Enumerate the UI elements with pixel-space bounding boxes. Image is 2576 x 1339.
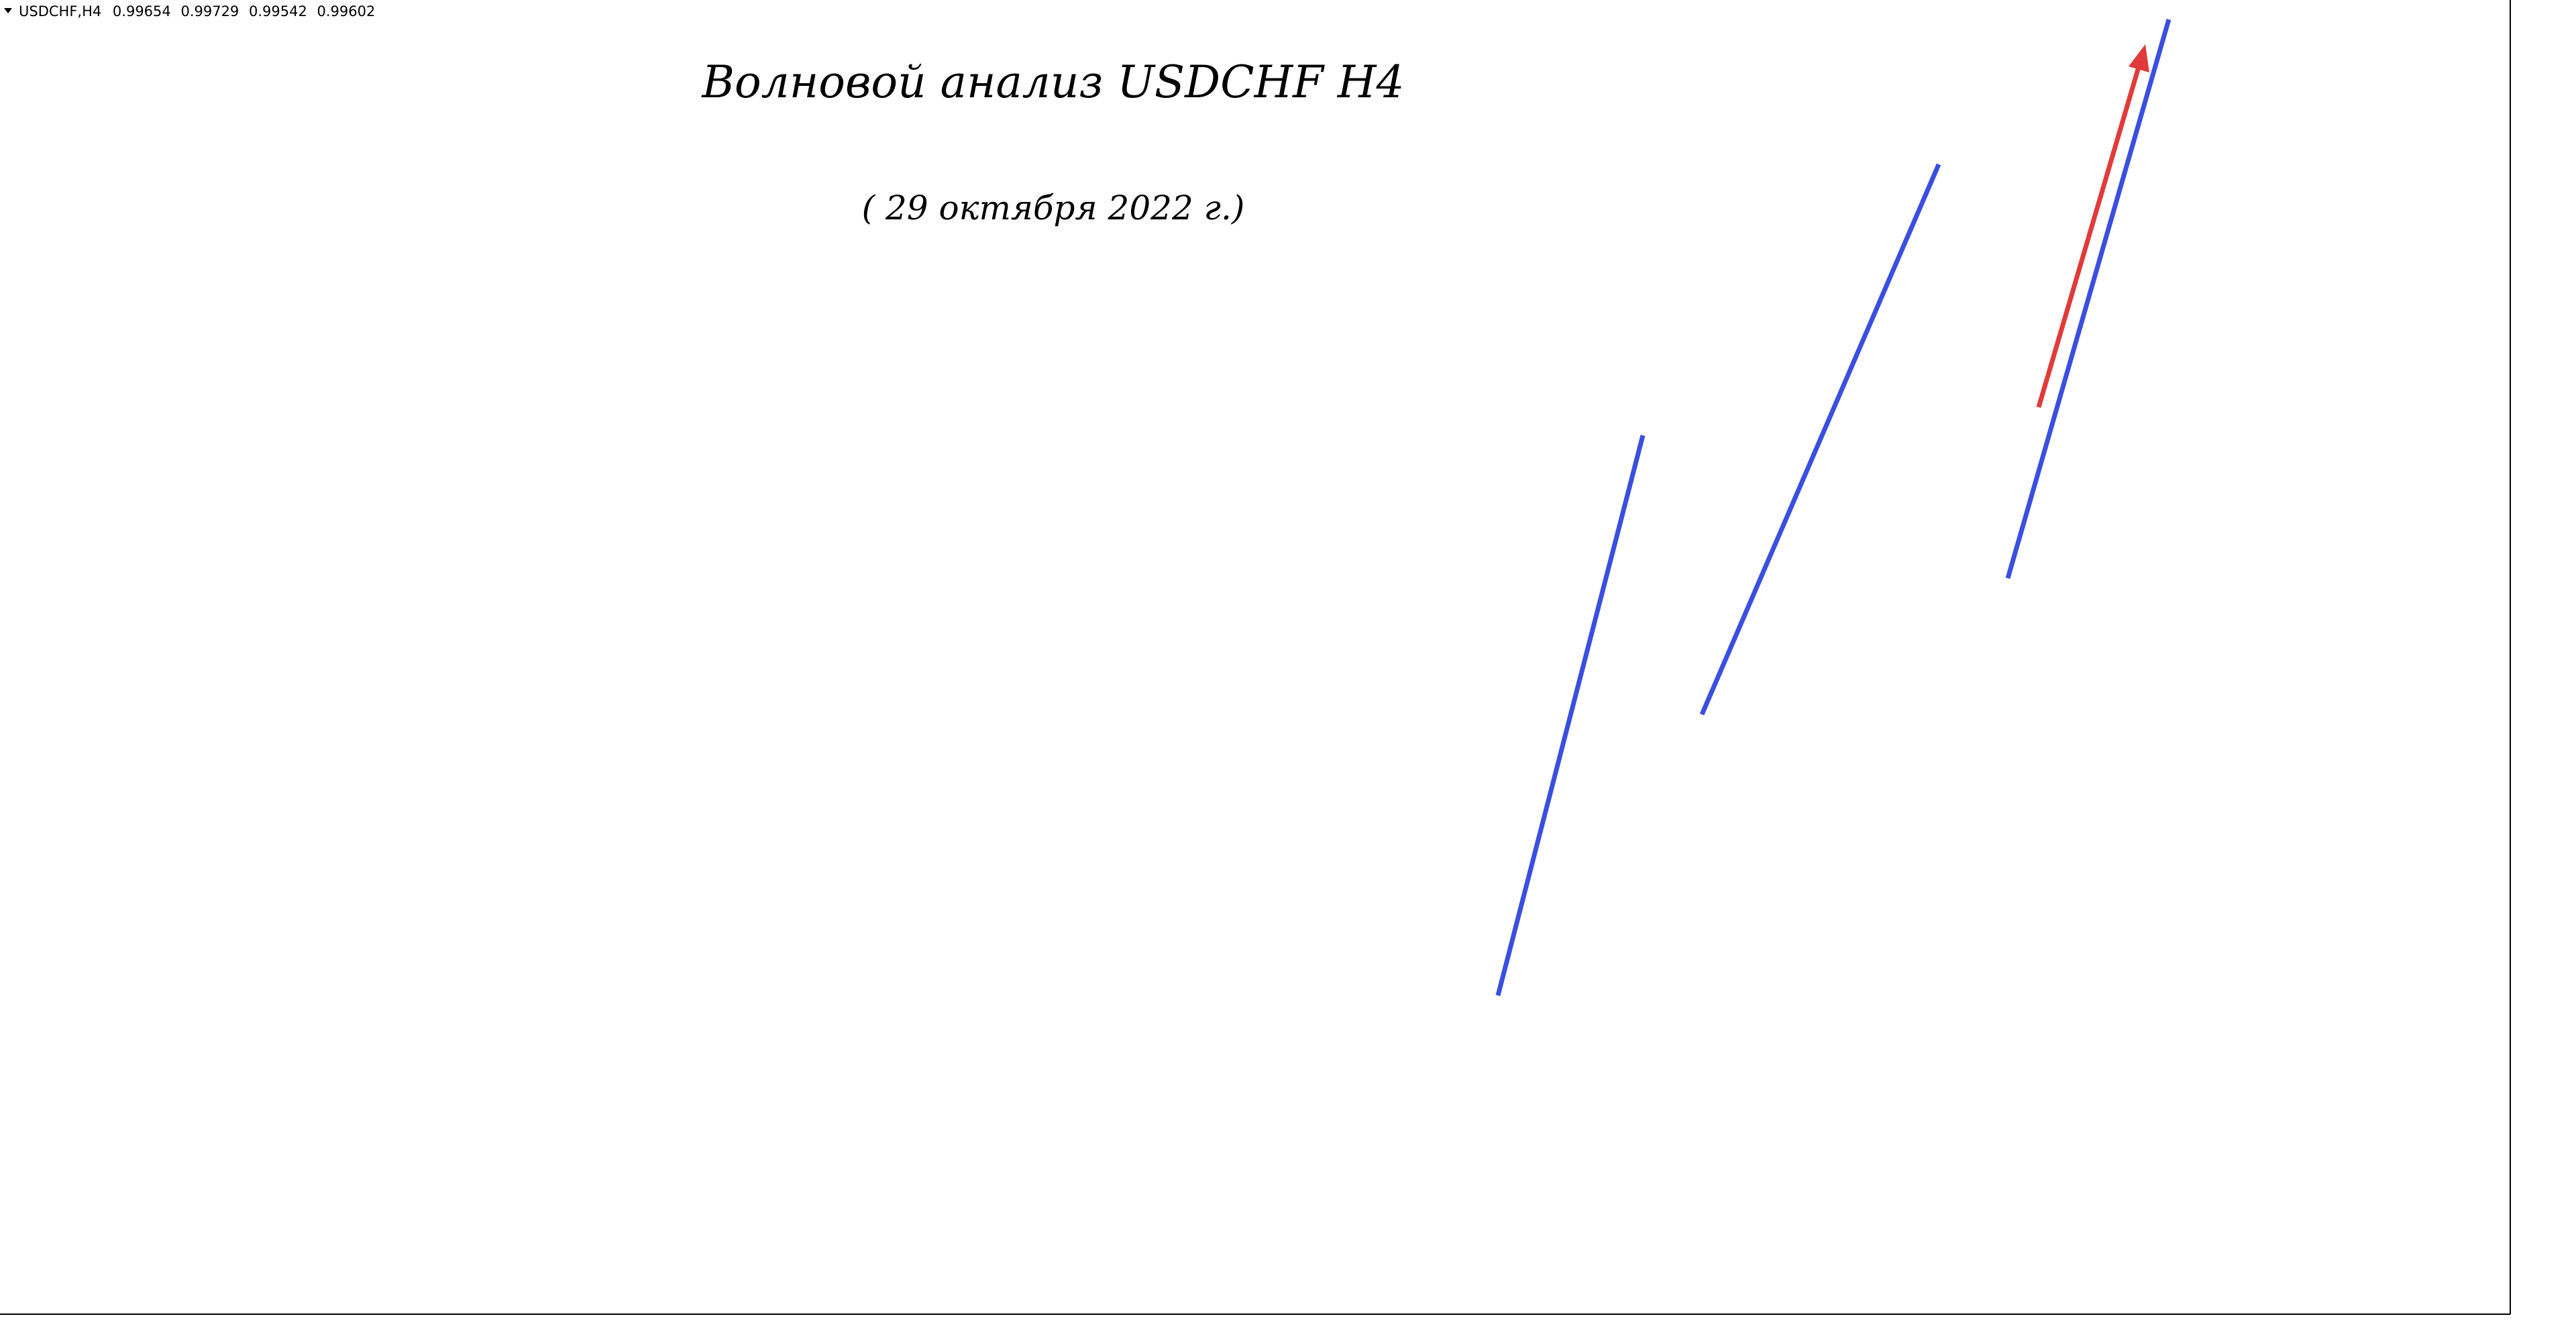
trend-line <box>2005 19 2171 579</box>
header-close: 0.99602 <box>317 3 376 19</box>
header-open: 0.99654 <box>113 3 171 19</box>
header-toggle[interactable] <box>4 8 12 13</box>
header-high: 0.99729 <box>180 3 239 19</box>
forecast-arrow-head <box>2129 44 2149 72</box>
trend-line <box>1495 435 1646 996</box>
chart-subtitle: ( 29 октября 2022 г.) <box>862 189 1245 227</box>
chart-title: Волновой анализ USDCHF H4 <box>702 56 1405 108</box>
header-low: 0.99542 <box>249 3 307 19</box>
header-symbol: USDCHF,H4 <box>19 3 101 19</box>
trend-line <box>1699 163 1941 716</box>
forecast-arrow <box>2036 66 2141 408</box>
header: USDCHF,H4 0.99654 0.99729 0.99542 0.9960… <box>19 3 375 19</box>
